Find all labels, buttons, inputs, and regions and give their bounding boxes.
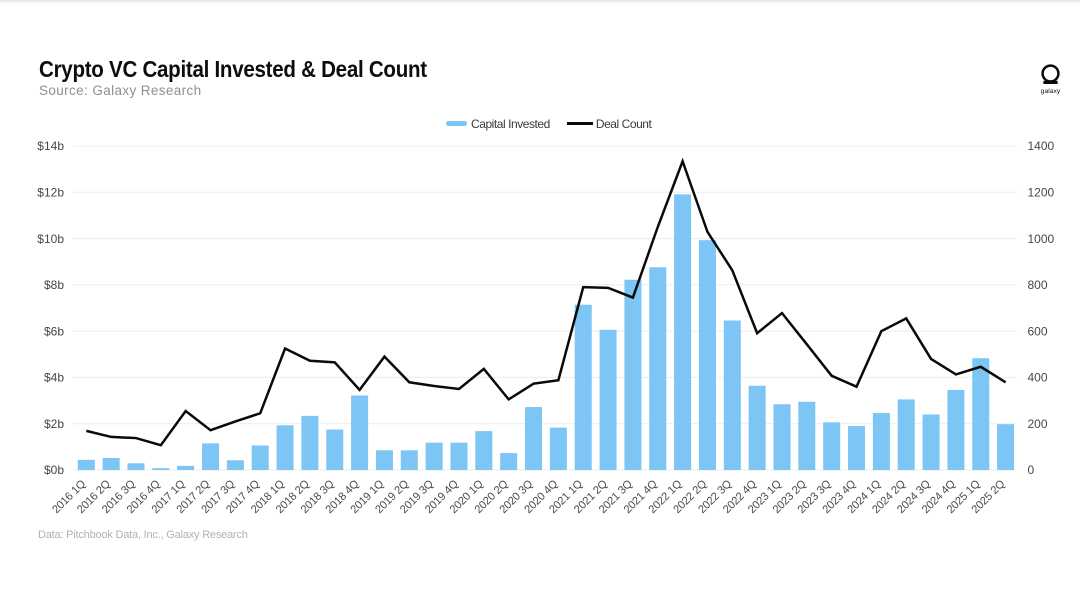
svg-text:$6b: $6b — [44, 324, 64, 338]
svg-text:800: 800 — [1028, 278, 1048, 292]
svg-text:$10b: $10b — [37, 232, 64, 246]
svg-text:$8b: $8b — [44, 278, 64, 292]
svg-text:1400: 1400 — [1028, 139, 1055, 153]
svg-text:600: 600 — [1028, 324, 1048, 338]
svg-text:$0b: $0b — [44, 463, 64, 477]
svg-text:galaxy: galaxy — [1041, 88, 1061, 95]
svg-text:$2b: $2b — [44, 417, 64, 431]
svg-text:$4b: $4b — [44, 371, 64, 385]
svg-text:200: 200 — [1028, 417, 1048, 431]
svg-text:$14b: $14b — [37, 139, 64, 153]
svg-text:1000: 1000 — [1028, 232, 1055, 246]
svg-text:0: 0 — [1028, 463, 1035, 477]
svg-text:1200: 1200 — [1028, 186, 1055, 200]
svg-text:$12b: $12b — [37, 186, 64, 200]
svg-text:400: 400 — [1028, 371, 1048, 385]
